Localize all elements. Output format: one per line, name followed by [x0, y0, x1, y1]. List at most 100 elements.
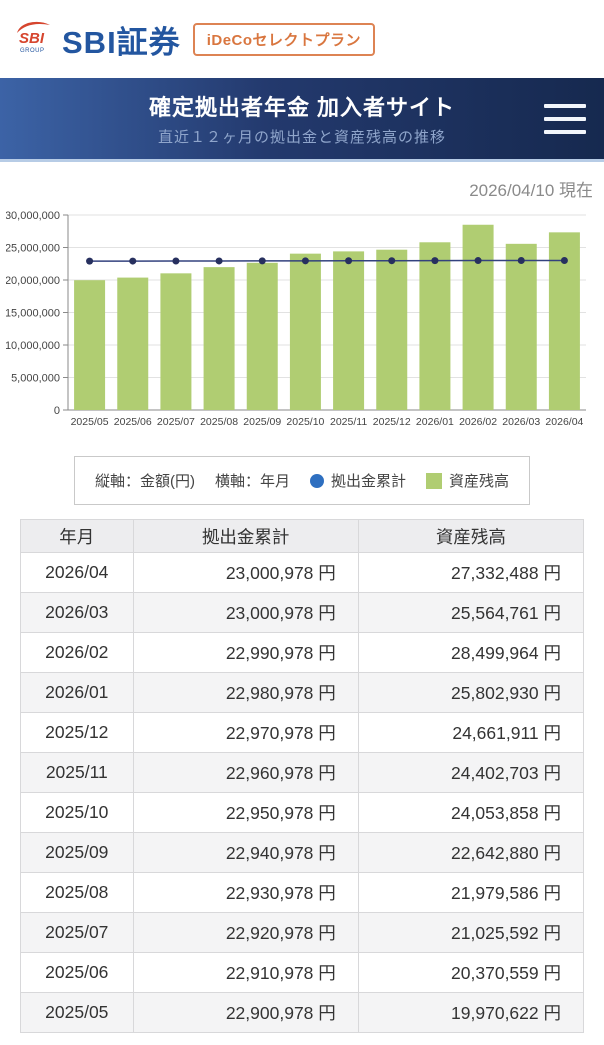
asset-bar	[419, 242, 451, 410]
contribution-cell: 22,960,978 円	[132, 752, 359, 793]
y-tick-label: 0	[54, 405, 60, 417]
table-row: 2025/12 22,970,978 円 24,661,911 円	[20, 712, 585, 753]
svg-text:SBI: SBI	[19, 30, 45, 47]
asset-bar	[74, 280, 106, 410]
contribution-cell: 22,910,978 円	[132, 952, 359, 993]
contribution-point	[172, 257, 180, 265]
month-cell: 2026/03	[20, 592, 134, 633]
svg-text:GROUP: GROUP	[20, 48, 45, 54]
chart-area: 0 5,000,000 10,000,000 15,000,000 20,000,000…	[5, 205, 598, 444]
asset-bar	[376, 249, 408, 410]
contribution-point	[301, 257, 309, 265]
table-row: 2025/11 22,960,978 円 24,402,703 円	[20, 752, 585, 793]
month-cell: 2026/02	[20, 632, 134, 673]
contribution-cell: 22,900,978 円	[132, 992, 359, 1033]
menu-icon	[544, 116, 586, 121]
x-tick-label: 2025/06	[114, 416, 152, 428]
assets-cell: 21,979,586 円	[357, 872, 585, 913]
menu-icon	[544, 103, 586, 108]
table-row: 2025/06 22,910,978 円 20,370,559 円	[20, 952, 585, 993]
asset-bar	[117, 277, 149, 410]
assets-cell: 21,025,592 円	[357, 912, 585, 953]
contribution-cell: 22,980,978 円	[132, 672, 359, 713]
assets-cell: 22,642,880 円	[357, 832, 585, 873]
assets-cell: 27,332,488 円	[357, 552, 585, 593]
table-row: 2025/05 22,900,978 円 19,970,622 円	[20, 992, 585, 1033]
menu-icon	[544, 129, 586, 134]
assets-cell: 24,053,858 円	[357, 792, 585, 833]
x-tick-label: 2025/09	[243, 416, 281, 428]
x-tick-label: 2025/08	[200, 416, 238, 428]
chart-legend: 縦軸：金額(円) 横軸：年月 拠出金累計 資産残高	[73, 456, 531, 505]
x-tick-label: 2026/01	[416, 416, 454, 428]
asset-bar	[505, 243, 537, 410]
line-series-marker-icon	[309, 473, 324, 488]
contribution-cell: 23,000,978 円	[132, 592, 359, 633]
legend-line-label: 拠出金累計	[330, 473, 406, 490]
contribution-point	[345, 257, 353, 265]
contribution-cell: 23,000,978 円	[132, 552, 359, 593]
legend-item-assets: 資産残高	[426, 470, 509, 491]
contribution-point	[388, 257, 396, 265]
table-row: 2026/01 22,980,978 円 25,802,930 円	[20, 672, 585, 713]
table-row: 2025/08 22,930,978 円 21,979,586 円	[20, 872, 585, 913]
asset-bar	[203, 267, 235, 410]
x-tick-label: 2025/12	[373, 416, 411, 428]
asset-bar	[462, 224, 494, 410]
contribution-point	[258, 257, 266, 265]
bar-series-marker-icon	[426, 472, 442, 489]
page-header: 確定拠出者年金 加入者サイト 直近１２ヶ月の拠出金と資産残高の推移	[0, 78, 604, 162]
table-row: 2025/07 22,920,978 円 21,025,592 円	[20, 912, 585, 953]
y-tick-label: 30,000,000	[6, 210, 60, 222]
legend-haxis-label: 横軸：年月	[214, 473, 290, 490]
month-cell: 2025/06	[20, 952, 134, 993]
month-cell: 2025/07	[20, 912, 134, 953]
contribution-cell: 22,950,978 円	[132, 792, 359, 833]
contribution-cell: 22,930,978 円	[132, 872, 359, 913]
x-tick-label: 2025/07	[157, 416, 195, 428]
column-header-assets: 資産残高	[357, 519, 585, 553]
x-tick-label: 2026/03	[502, 416, 540, 428]
y-tick-label: 15,000,000	[6, 308, 60, 320]
page-subtitle: 直近１２ヶ月の拠出金と資産残高の推移	[157, 129, 446, 146]
month-cell: 2025/12	[20, 712, 134, 753]
page-title: 確定拠出者年金 加入者サイト	[148, 95, 456, 120]
x-tick-label: 2025/11	[330, 416, 367, 428]
table-row: 2026/02 22,990,978 円 28,499,964 円	[20, 632, 585, 673]
contribution-point	[474, 257, 482, 265]
assets-cell: 19,970,622 円	[357, 992, 585, 1033]
brand-text: SBI証券	[62, 24, 181, 60]
contribution-line	[89, 259, 565, 262]
legend-bar-label: 資産残高	[449, 473, 510, 490]
assets-cell: 28,499,964 円	[357, 632, 585, 673]
assets-cell: 25,802,930 円	[357, 672, 585, 713]
asset-bar	[289, 253, 321, 410]
x-tick-label: 2025/10	[286, 416, 324, 428]
table-row: 2025/10 22,950,978 円 24,053,858 円	[20, 792, 585, 833]
contribution-point	[129, 257, 137, 265]
sbi-logo[interactable]: SBI GROUP SBI証券	[14, 17, 181, 62]
month-cell: 2025/05	[20, 992, 134, 1033]
asset-bar	[246, 262, 278, 410]
menu-button[interactable]	[544, 103, 586, 134]
assets-cell: 24,661,911 円	[357, 712, 585, 753]
asset-bar	[333, 251, 365, 410]
table-row: 2026/04 23,000,978 円 27,332,488 円	[20, 552, 585, 593]
column-header-contribution: 拠出金累計	[132, 519, 359, 553]
table-row: 2026/03 23,000,978 円 25,564,761 円	[20, 592, 585, 633]
topbar: SBI GROUP SBI証券 iDeCoセレクトプラン	[0, 0, 604, 78]
month-cell: 2025/11	[20, 752, 134, 793]
contribution-cell: 22,970,978 円	[132, 712, 359, 753]
month-cell: 2025/10	[20, 792, 134, 833]
column-header-month: 年月	[20, 519, 134, 553]
month-cell: 2025/09	[20, 832, 134, 873]
asset-bar	[160, 273, 192, 410]
y-tick-label: 20,000,000	[6, 275, 60, 287]
table-header-row: 年月 拠出金累計 資産残高	[20, 519, 585, 553]
contribution-cell: 22,990,978 円	[132, 632, 359, 673]
contribution-cell: 22,940,978 円	[132, 832, 359, 873]
assets-cell: 24,402,703 円	[357, 752, 585, 793]
x-tick-label: 2026/02	[459, 416, 497, 428]
assets-cell: 20,370,559 円	[357, 952, 585, 993]
month-cell: 2026/01	[20, 672, 134, 713]
